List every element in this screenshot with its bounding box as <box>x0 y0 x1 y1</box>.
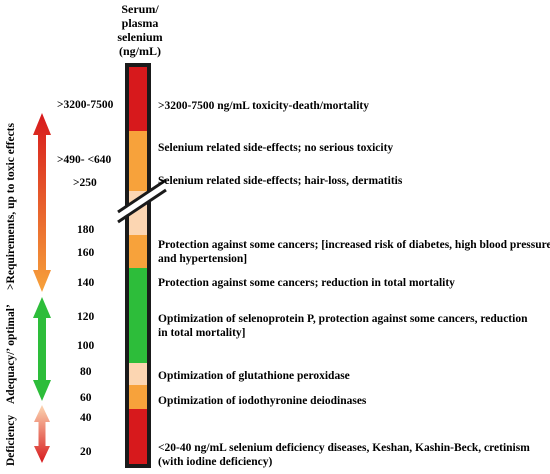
level-label: 180 <box>77 224 95 236</box>
segment-glutathione <box>129 363 147 385</box>
arrow-deficiency <box>34 405 50 463</box>
level-label: 60 <box>80 392 92 404</box>
column-header: Serum/ plasma selenium (ng/mL) <box>95 2 185 58</box>
description-line: Selenium related side-effects; no seriou… <box>158 142 394 154</box>
level-label: 140 <box>77 277 95 289</box>
level-label: 20 <box>80 446 92 458</box>
category-label-deficiency: Deficiency <box>5 414 17 466</box>
header-line: selenium <box>117 30 163 44</box>
header-line: plasma <box>121 16 159 30</box>
description-selenoprotein: Optimization of selenoprotein P, protect… <box>158 312 527 340</box>
description-cancer-mortality: Protection against some cancers; reducti… <box>158 276 455 290</box>
description-line: Protection against some cancers; reducti… <box>158 277 455 289</box>
description-cancer-diabetes: Protection against some cancers; [increa… <box>158 238 550 266</box>
description-toxicity: >3200-7500 ng/mL toxicity-death/mortalit… <box>158 99 369 113</box>
level-label: 40 <box>80 412 92 424</box>
description-line: >3200-7500 ng/mL toxicity-death/mortalit… <box>158 100 369 112</box>
axis-break-line <box>117 178 167 214</box>
segment-side-effects <box>129 131 147 191</box>
axis-break-line <box>117 188 167 224</box>
segment-deiodinases <box>129 385 147 409</box>
arrow-adequacy <box>33 297 51 401</box>
segment-deficiency <box>129 409 147 464</box>
segment-optimal <box>129 268 147 363</box>
category-label-adequacy: Adequacy/’ optimal’ <box>5 304 17 404</box>
description-line: Optimization of iodothyronine deiodinase… <box>158 395 367 407</box>
description-line: <20-40 ng/mL selenium deficiency disease… <box>158 442 530 454</box>
arrow-toxic <box>33 113 51 292</box>
level-label: 120 <box>77 311 95 323</box>
description-line: Optimization of glutathione peroxidase <box>158 370 350 382</box>
description-line: in total mortality] <box>158 327 246 339</box>
category-label-toxic: >Requirements, up to toxic effects <box>5 123 17 290</box>
header-line: (ng/mL) <box>119 44 161 58</box>
level-label: 80 <box>80 366 92 378</box>
description-line: and hypertension] <box>158 253 248 265</box>
description-glutathione: Optimization of glutathione peroxidase <box>158 369 350 383</box>
level-label: 160 <box>77 247 95 259</box>
description-line: (with iodine deficiency) <box>158 456 273 468</box>
description-deiodinases: Optimization of iodothyronine deiodinase… <box>158 394 366 408</box>
level-label: >3200-7500 <box>57 99 114 111</box>
level-label: >490- <640 <box>57 154 112 166</box>
header-line: Serum/ <box>121 2 159 16</box>
description-hair-loss: Selenium related side-effects; hair-loss… <box>158 174 402 188</box>
description-deficiency: <20-40 ng/mL selenium deficiency disease… <box>158 441 530 469</box>
level-label: >250 <box>73 177 97 189</box>
description-line: Optimization of selenoprotein P, protect… <box>158 313 528 325</box>
description-line: Protection against some cancers; [increa… <box>158 239 550 251</box>
segment-cancer-protection <box>129 235 147 268</box>
segment-toxicity <box>129 67 147 131</box>
description-side-effects: Selenium related side-effects; no seriou… <box>158 141 393 155</box>
level-label: 100 <box>77 340 95 352</box>
description-line: Selenium related side-effects; hair-loss… <box>158 175 403 187</box>
axis-break-mark <box>118 180 166 222</box>
